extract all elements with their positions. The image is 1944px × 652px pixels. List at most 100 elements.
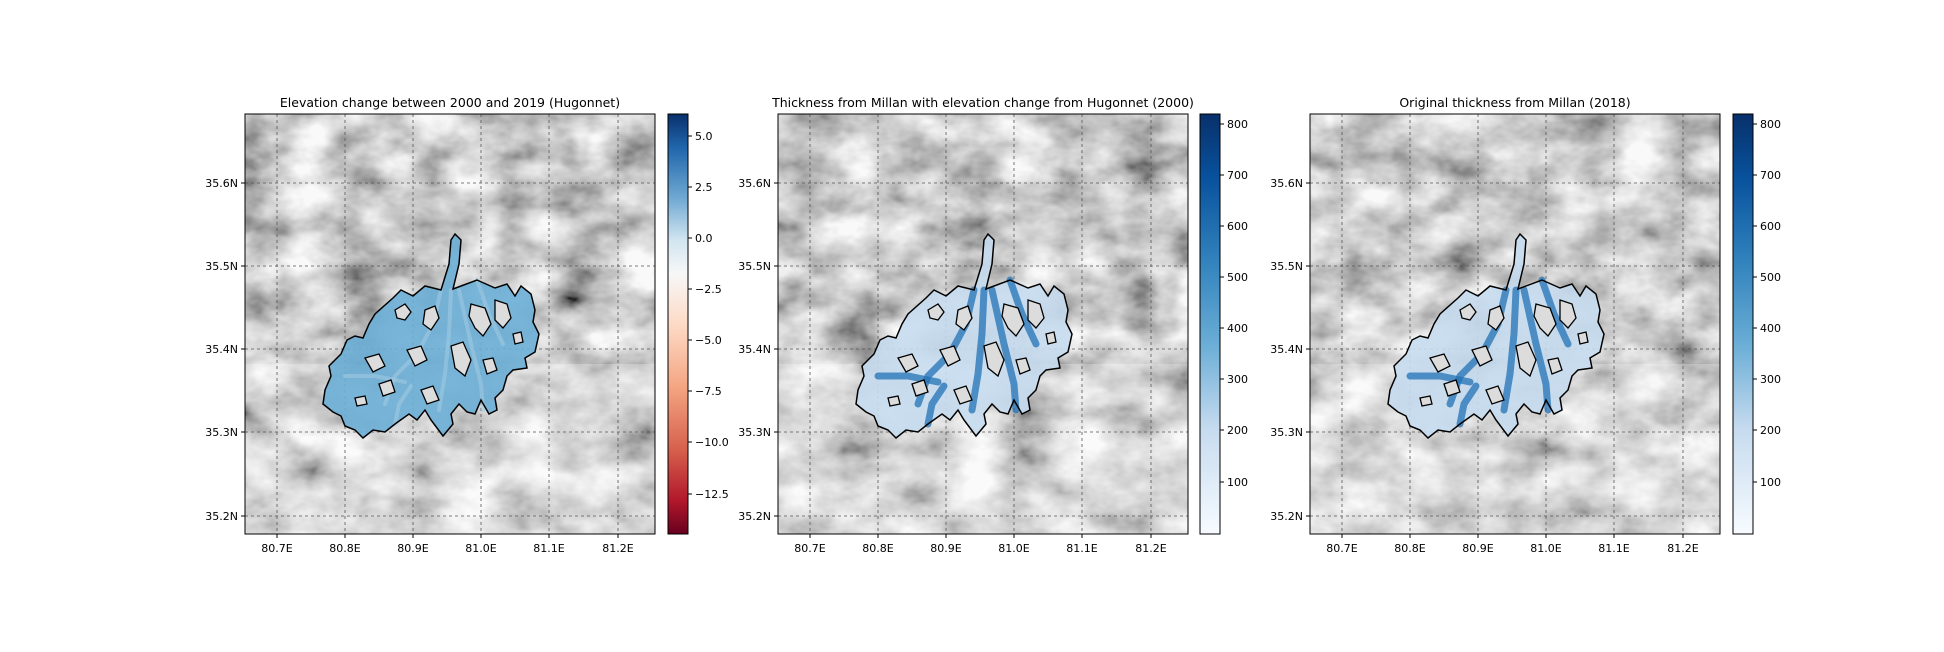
y-tick-label: 35.3N <box>738 426 771 439</box>
nunatak-outline <box>911 379 929 397</box>
glacier <box>322 232 540 440</box>
colorbar-tick-label: 500 <box>1760 271 1781 284</box>
x-tick-label: 81.2E <box>1135 542 1166 555</box>
glacier <box>855 232 1073 440</box>
map-panel: Original thickness from Millan (2018) 80.… <box>1270 95 1781 555</box>
nunatak-outline <box>420 385 440 405</box>
glacier-thick-flowline <box>1456 382 1480 428</box>
colorbar-tick-label: 500 <box>1227 271 1248 284</box>
glacier-thick-flowline <box>968 286 988 414</box>
nunatak-outline <box>1429 353 1451 373</box>
x-tick-label: 81.2E <box>1667 542 1698 555</box>
nunatak-outline <box>378 379 396 397</box>
map-area <box>245 114 655 534</box>
y-tick-label: 35.5N <box>738 260 771 273</box>
nunatak-outline <box>1559 299 1577 329</box>
colorbar-tick-label: 400 <box>1760 322 1781 335</box>
nunatak-outline <box>1485 385 1505 405</box>
colorbar-tick-label: −12.5 <box>695 488 729 501</box>
nunatak-outline <box>422 305 440 331</box>
y-tick-label: 35.5N <box>205 260 238 273</box>
glacier-flowline <box>437 288 453 412</box>
nunatak-outline <box>1577 331 1589 345</box>
glacier-thick-flowline <box>924 382 948 428</box>
nunatak-outline <box>494 299 512 329</box>
glacier-flowline <box>457 288 485 412</box>
y-tick-label: 35.2N <box>738 510 771 523</box>
colorbar-tick-label: 700 <box>1227 169 1248 182</box>
glacier-fill <box>1388 234 1604 438</box>
y-tick-label: 35.4N <box>205 343 238 356</box>
glacier-outline <box>322 232 540 440</box>
colorbar-tick-label: 300 <box>1227 373 1248 386</box>
x-tick-label: 80.8E <box>1394 542 1425 555</box>
x-tick-label: 80.7E <box>794 542 825 555</box>
x-tick-label: 80.7E <box>1326 542 1357 555</box>
colorbar-tick-label: −10.0 <box>695 436 729 449</box>
nunatak-outline <box>482 357 498 375</box>
glacier-flowline <box>343 374 407 384</box>
colorbar <box>1199 113 1221 535</box>
nunatak-outline <box>983 341 1005 378</box>
panel-title: Elevation change between 2000 and 2019 (… <box>280 95 620 110</box>
colorbar-tick-label: 200 <box>1760 424 1781 437</box>
nunatak-outline <box>512 331 524 345</box>
y-tick-label: 35.2N <box>1270 510 1303 523</box>
colorbar-tick-label: 600 <box>1227 220 1248 233</box>
glacier-outline <box>1387 232 1605 440</box>
x-tick-label: 80.8E <box>329 542 360 555</box>
axes-frame <box>1309 113 1721 535</box>
y-tick-label: 35.6N <box>205 177 238 190</box>
nunatak-outline <box>1045 331 1057 345</box>
nunatak-outline <box>939 345 961 367</box>
colorbar <box>1732 113 1754 535</box>
colorbar-tick-label: 800 <box>1227 118 1248 131</box>
map-panel: Elevation change between 2000 and 2019 (… <box>205 95 728 555</box>
x-tick-label: 81.1E <box>533 542 564 555</box>
colorbar-tick-label: −2.5 <box>695 283 722 296</box>
glacier <box>1387 232 1605 440</box>
nunatak-outline <box>953 385 973 405</box>
x-tick-label: 81.1E <box>1598 542 1629 555</box>
colorbar-tick-label: 2.5 <box>695 181 713 194</box>
colorbar-tick-label: 5.0 <box>695 130 713 143</box>
nunatak-outline <box>394 303 412 321</box>
nunatak-outline <box>1487 305 1505 331</box>
x-tick-label: 80.9E <box>397 542 428 555</box>
axes-frame <box>777 113 1189 535</box>
nunatak-outline <box>468 303 492 338</box>
nunatak-outline <box>1443 379 1461 397</box>
y-tick-label: 35.4N <box>1270 343 1303 356</box>
colorbar-tick-label: −7.5 <box>695 385 722 398</box>
x-tick-label: 81.0E <box>1530 542 1561 555</box>
y-tick-label: 35.6N <box>1270 177 1303 190</box>
colorbar-tick-label: 700 <box>1760 169 1781 182</box>
glacier-thick-flowline <box>1500 286 1520 414</box>
nunatak-outline <box>450 341 472 378</box>
glacier-fill <box>856 234 1072 438</box>
colorbar-tick-label: 400 <box>1227 322 1248 335</box>
x-tick-label: 80.8E <box>862 542 893 555</box>
glacier-thick-flowline <box>874 372 942 386</box>
x-tick-label: 81.2E <box>602 542 633 555</box>
x-tick-label: 81.1E <box>1066 542 1097 555</box>
nunatak-outline <box>1419 395 1433 407</box>
panel-title: Original thickness from Millan (2018) <box>1399 95 1630 110</box>
glacier-flowline <box>393 384 413 426</box>
nunatak-outline <box>1027 299 1045 329</box>
nunatak-outline <box>354 395 368 407</box>
nunatak-outline <box>1459 303 1477 321</box>
y-tick-label: 35.2N <box>205 510 238 523</box>
glacier-outline <box>855 232 1073 440</box>
nunatak-outline <box>1471 345 1493 367</box>
glacier-thick-flowline <box>988 286 1020 414</box>
colorbar-tick-label: 600 <box>1760 220 1781 233</box>
x-tick-label: 80.9E <box>1462 542 1493 555</box>
nunatak-outline <box>897 353 919 373</box>
x-tick-label: 81.0E <box>998 542 1029 555</box>
x-tick-label: 80.7E <box>261 542 292 555</box>
colorbar-tick-label: 0.0 <box>695 232 713 245</box>
colorbar-tick-label: −5.0 <box>695 334 722 347</box>
nunatak-outline <box>1547 357 1563 375</box>
